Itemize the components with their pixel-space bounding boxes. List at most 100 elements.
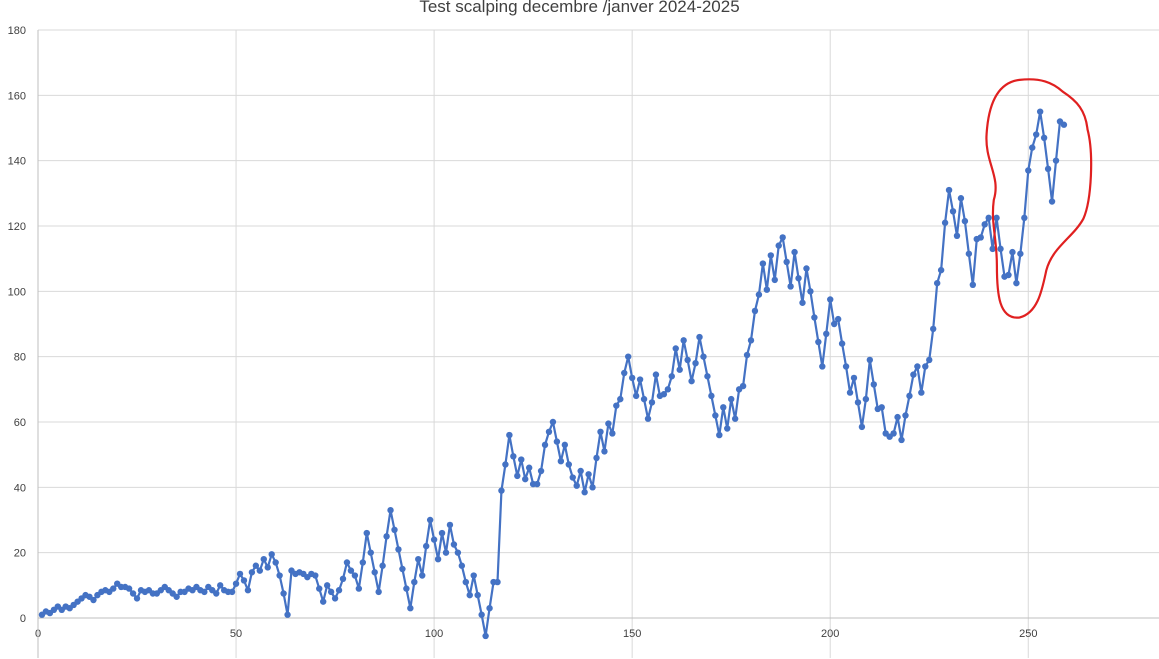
x-tick-label: 50 [230, 628, 242, 640]
chart-title: Test scalping decembre /janver 2024-2025 [419, 0, 740, 16]
data-point [660, 391, 668, 398]
data-point [807, 288, 814, 295]
y-tick-label: 160 [8, 90, 26, 102]
data-point [442, 549, 450, 556]
data-point [391, 526, 398, 533]
data-point [395, 546, 402, 553]
data-point [110, 585, 117, 592]
data-point [854, 399, 862, 406]
data-point [371, 569, 378, 576]
data-point [593, 454, 600, 462]
data-point [1033, 131, 1040, 138]
data-point [830, 320, 838, 328]
data-point [632, 392, 640, 400]
data-point [545, 428, 553, 435]
data-point [415, 556, 422, 563]
data-point [478, 611, 485, 618]
data-point [201, 588, 208, 596]
data-point [133, 595, 141, 602]
data-point [173, 593, 180, 600]
data-point [692, 360, 699, 367]
data-point [565, 461, 572, 468]
data-point [704, 373, 711, 380]
data-point [347, 567, 355, 574]
data-point [969, 281, 977, 288]
data-point [213, 590, 220, 597]
data-point [866, 356, 874, 364]
data-point [474, 591, 481, 599]
data-point [498, 487, 505, 494]
data-point [914, 363, 921, 370]
x-tick-label: 100 [425, 628, 443, 640]
annotation-circle [985, 78, 1093, 319]
data-point [129, 590, 137, 597]
data-point [767, 252, 775, 259]
data-point [514, 472, 521, 480]
data-point [775, 242, 782, 249]
data-point [256, 567, 264, 574]
data-point [628, 374, 636, 382]
gridlines [38, 29, 1159, 658]
data-point [589, 484, 596, 491]
data-point [910, 371, 917, 378]
y-tick-label: 80 [14, 352, 26, 364]
data-point [803, 265, 810, 272]
y-tick-label: 120 [8, 221, 26, 233]
data-point [276, 572, 283, 579]
data-point [652, 371, 660, 378]
data-point [1029, 144, 1036, 151]
data-point [248, 569, 256, 576]
data-point [993, 214, 1000, 222]
y-tick-label: 40 [14, 482, 26, 494]
data-point [636, 376, 644, 383]
data-point [533, 480, 541, 488]
data-point [426, 516, 434, 524]
data-point [557, 458, 565, 465]
data-point [446, 521, 454, 529]
data-point [858, 423, 866, 431]
data-point [965, 250, 973, 257]
data-point [518, 456, 525, 463]
x-tick-label: 200 [821, 628, 839, 640]
series-layer [38, 108, 1068, 640]
data-point [323, 582, 331, 589]
data-point [316, 585, 323, 592]
data-point [553, 438, 561, 445]
data-point [399, 565, 406, 573]
data-point [1040, 134, 1048, 141]
data-point [335, 587, 343, 594]
data-point [407, 605, 414, 612]
data-point [343, 559, 351, 566]
data-point [280, 590, 287, 597]
data-point [264, 564, 271, 571]
data-point [422, 542, 430, 550]
data-point [1009, 248, 1016, 256]
data-point [795, 275, 802, 282]
data-point [411, 578, 418, 586]
y-tick-label: 140 [8, 156, 26, 168]
data-point [680, 337, 687, 344]
data-point [783, 258, 790, 266]
data-point [351, 572, 359, 579]
data-point [898, 436, 905, 444]
data-point [945, 186, 953, 194]
data-point [755, 291, 763, 298]
data-point [339, 575, 347, 582]
data-point [327, 588, 335, 596]
data-point [664, 386, 672, 393]
data-point [367, 549, 374, 556]
data-point [700, 353, 707, 360]
data-point [605, 420, 612, 427]
y-tick-label: 100 [8, 286, 26, 298]
data-point [751, 307, 759, 315]
data-point [312, 572, 319, 579]
annotation-layer [985, 78, 1093, 319]
data-point [727, 395, 735, 403]
data-point [819, 363, 826, 370]
data-point [383, 533, 390, 540]
data-point [981, 221, 988, 228]
data-point [1025, 167, 1032, 174]
data-point [331, 595, 339, 602]
data-point [577, 467, 584, 475]
